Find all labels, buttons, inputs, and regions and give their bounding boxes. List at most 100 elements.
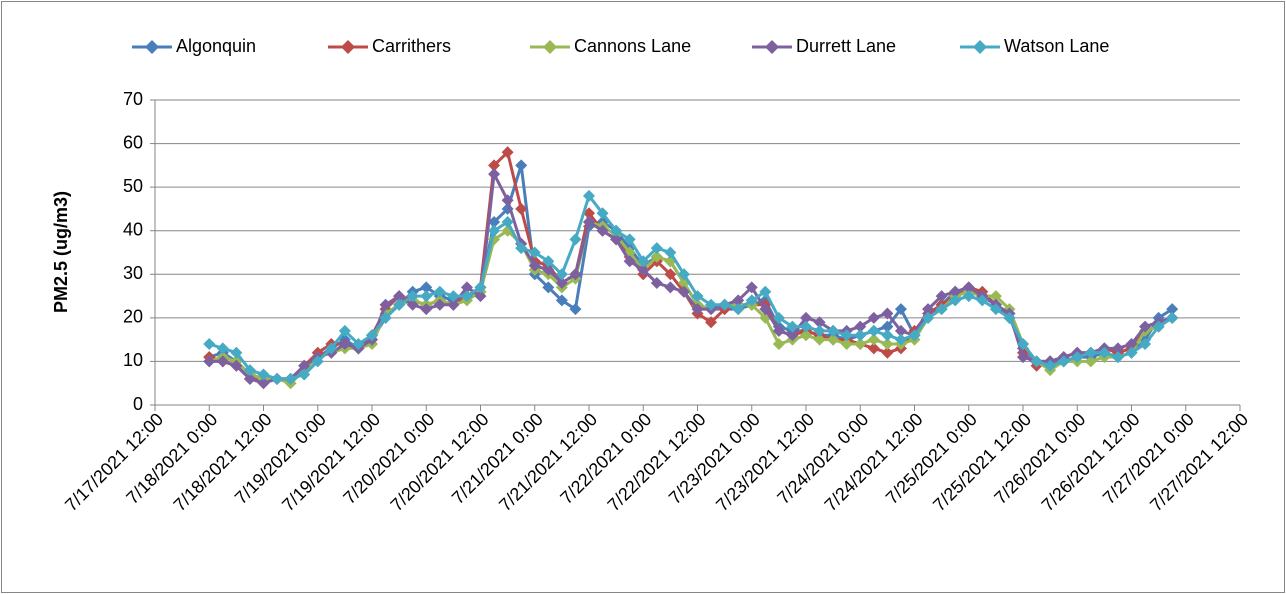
data-point [488,216,501,228]
y-tick-label: 30 [123,263,143,283]
data-point [718,298,731,311]
legend: Algonquin Carrithers Cannons Lane Durrett L… [132,36,1109,56]
data-point [216,355,229,368]
data-point [1111,351,1124,364]
data-point [664,281,677,294]
data-point [542,281,555,294]
data-point [569,303,582,316]
data-point [772,324,785,337]
data-point [813,316,826,329]
legend-label: Durrett Lane [796,36,896,56]
legend-label: Cannons Lane [574,36,691,56]
data-point [922,303,935,316]
data-point [338,338,351,350]
data-point [488,224,501,237]
data-point [1084,355,1097,368]
data-point [460,290,473,303]
legend-label: Carrithers [372,36,451,56]
data-point [623,255,636,268]
data-point [433,285,446,298]
data-point [827,333,840,346]
data-point [1166,303,1179,316]
y-tick-label: 10 [123,350,143,370]
data-point [813,333,826,346]
data-point [230,359,243,372]
data-point [623,233,636,246]
data-point [1098,346,1111,359]
data-point [583,189,595,202]
data-point [637,255,650,268]
data-point [1139,338,1152,350]
data-point [1125,338,1138,350]
data-point [366,329,378,342]
data-point [800,311,812,324]
data-point [664,246,677,259]
data-point [1152,320,1165,333]
data-point [501,146,514,159]
data-point [528,259,541,272]
data-point [257,377,270,390]
data-point [311,355,324,368]
data-point [474,281,487,294]
legend-marker [973,40,987,54]
data-point [1071,351,1084,364]
data-point [488,159,501,172]
data-point [813,324,826,337]
data-point [325,342,338,355]
y-tick-label: 20 [123,307,143,327]
data-point [447,290,460,303]
data-point [881,329,894,342]
data-point [474,290,487,303]
data-point [1017,351,1029,364]
data-point [800,320,812,333]
data-point [854,320,867,333]
data-point [962,281,975,294]
data-point [867,324,880,337]
data-point [243,372,256,385]
data-point [732,303,745,316]
data-point [1030,355,1043,368]
y-tick-label: 40 [123,219,143,239]
data-point [691,303,704,316]
data-point [854,338,867,350]
data-point [786,329,799,342]
data-point [894,303,907,316]
data-point [203,355,216,368]
data-point [867,342,880,355]
data-point [935,303,948,316]
data-point [922,311,935,324]
data-point [555,268,568,281]
data-point [569,268,582,281]
data-point [555,294,568,307]
data-point [379,311,392,324]
data-point [650,277,663,289]
data-point [949,285,962,298]
data-point [664,268,677,281]
data-point [976,294,989,307]
y-axis-title: PM2.5 (ug/m3) [51,191,71,313]
data-point [894,324,907,337]
data-point [393,290,406,303]
data-point [284,372,297,385]
data-point [1044,359,1057,372]
data-point [596,207,609,220]
data-point [542,255,555,268]
data-point [772,311,785,324]
data-point [447,298,460,311]
data-point [216,342,229,355]
data-point [406,290,419,303]
data-point [406,298,419,311]
data-point [786,320,799,333]
data-point [515,159,528,172]
data-point [515,202,528,215]
data-point [610,233,623,246]
data-point [867,333,880,346]
data-point [840,338,853,350]
data-point [1166,311,1179,324]
data-point [745,281,758,294]
data-point [881,338,894,350]
legend-marker [145,40,159,54]
plot-area [203,146,1179,390]
data-point [1111,342,1124,355]
